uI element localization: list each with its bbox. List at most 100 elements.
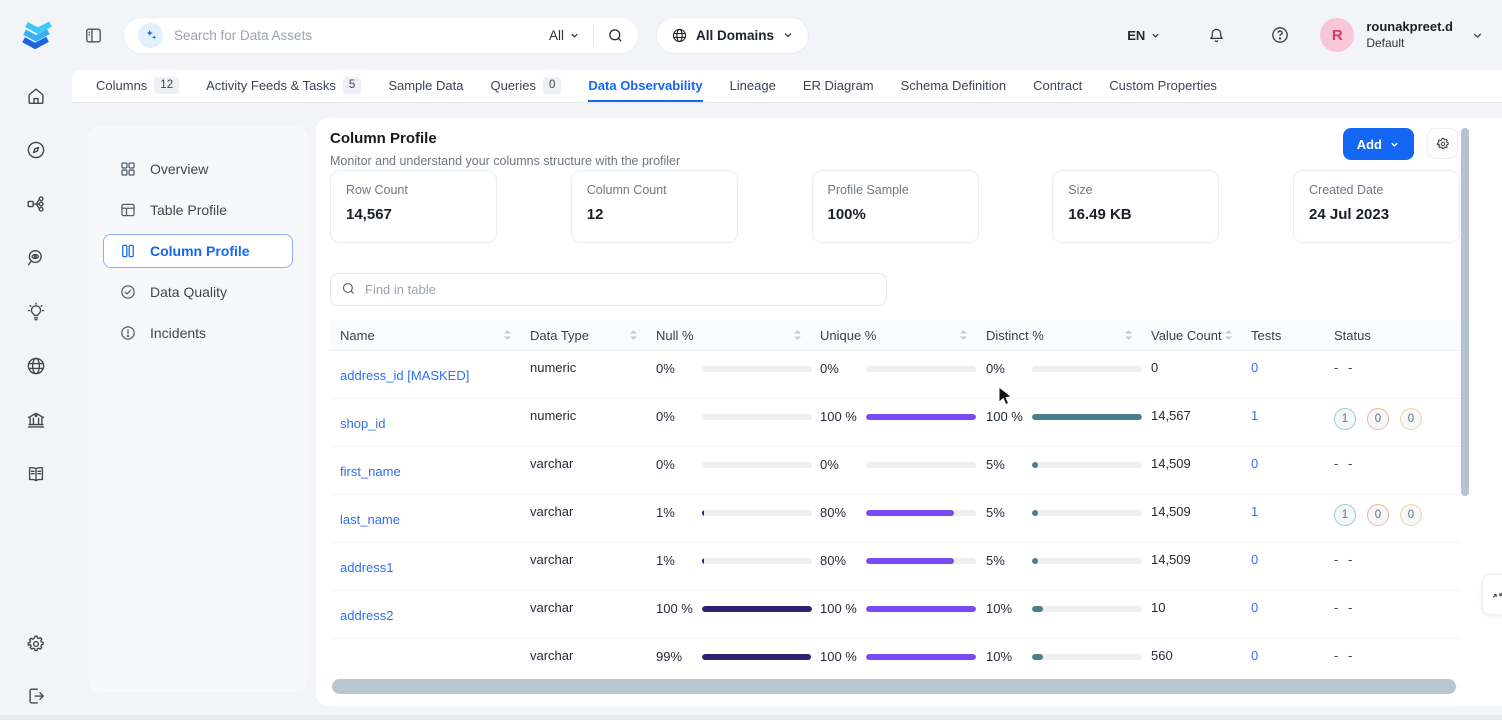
- horizontal-scrollbar[interactable]: [332, 679, 1456, 694]
- search-icon[interactable]: [607, 27, 624, 44]
- tab-queries[interactable]: Queries 0: [490, 70, 562, 102]
- column-header-unique[interactable]: Unique %: [820, 328, 986, 343]
- tests-count-link[interactable]: 0: [1251, 456, 1259, 471]
- status-cell: - -: [1334, 447, 1460, 494]
- sidebar-home-icon[interactable]: [25, 85, 47, 107]
- language-label: EN: [1127, 27, 1146, 43]
- column-header-status[interactable]: Status: [1334, 328, 1460, 343]
- profile-nav-label: Table Profile: [150, 202, 228, 218]
- tab-sample-data[interactable]: Sample Data: [388, 70, 463, 102]
- distinct-percent-cell: 0%: [986, 351, 1151, 398]
- sidebar-insights-bulb-icon[interactable]: [25, 301, 47, 323]
- sort-icon[interactable]: [959, 328, 968, 342]
- column-name-link[interactable]: first_name: [340, 464, 401, 479]
- test-status-badge-orange[interactable]: 0: [1367, 408, 1389, 430]
- test-status-badge-yellow[interactable]: 0: [1400, 408, 1422, 430]
- tests-count-link[interactable]: 0: [1251, 648, 1259, 663]
- user-info[interactable]: rounakpreet.d Default: [1366, 19, 1453, 50]
- percent-bar-fill: [1032, 606, 1043, 612]
- sidebar-toggle-icon[interactable]: [84, 26, 103, 45]
- app-logo-icon[interactable]: [14, 12, 60, 58]
- tab-lineage[interactable]: Lineage: [730, 70, 776, 102]
- test-status-badge-yellow[interactable]: 0: [1400, 504, 1422, 526]
- profile-nav-data-quality[interactable]: Data Quality: [103, 275, 293, 309]
- column-header-name[interactable]: Name: [330, 328, 530, 343]
- sidebar-explore-compass-icon[interactable]: [25, 139, 47, 161]
- status-cell: - -: [1334, 543, 1460, 590]
- tests-count-link[interactable]: 1: [1251, 504, 1259, 519]
- tab-data-observability[interactable]: Data Observability: [588, 70, 703, 102]
- notifications-bell-icon[interactable]: [1207, 26, 1226, 45]
- tests-count-link[interactable]: 1: [1251, 408, 1259, 423]
- tab-custom-properties[interactable]: Custom Properties: [1109, 70, 1217, 102]
- domains-dropdown[interactable]: All Domains: [656, 16, 810, 54]
- ai-sparkle-icon[interactable]: [138, 22, 163, 48]
- help-icon[interactable]: [1270, 25, 1290, 45]
- column-header-label: Tests: [1251, 327, 1282, 343]
- test-status-badge-teal[interactable]: 1: [1334, 504, 1356, 526]
- sort-icon[interactable]: [793, 328, 802, 342]
- sort-icon[interactable]: [629, 328, 638, 342]
- profile-nav-overview[interactable]: Overview: [103, 152, 293, 186]
- null-percent-cell: 0%: [656, 399, 820, 446]
- sidebar-observability-search-eye-icon[interactable]: [25, 247, 47, 269]
- column-name-link[interactable]: last_name: [340, 512, 400, 527]
- test-status-badge-teal[interactable]: 1: [1334, 408, 1356, 430]
- tests-count-link[interactable]: 0: [1251, 360, 1259, 375]
- chevron-down-icon: [784, 33, 792, 38]
- sidebar-lineage-graph-icon[interactable]: [25, 193, 47, 215]
- tab-contract[interactable]: Contract: [1033, 70, 1082, 102]
- test-status-badge-orange[interactable]: 0: [1367, 504, 1389, 526]
- sort-icon[interactable]: [1124, 328, 1133, 342]
- tab-label: Contract: [1033, 77, 1083, 93]
- percent-bar-fill: [1032, 654, 1043, 660]
- tab-activity-feeds-tasks[interactable]: Activity Feeds & Tasks 5: [206, 70, 362, 102]
- sidebar-settings-gear-icon[interactable]: [25, 633, 47, 655]
- sidebar-governance-bank-icon[interactable]: [25, 409, 47, 431]
- name-cell: address1: [330, 543, 530, 590]
- sort-icon[interactable]: [1224, 328, 1233, 342]
- add-button[interactable]: Add: [1342, 128, 1414, 160]
- profile-nav-incidents[interactable]: Incidents: [103, 316, 293, 350]
- stat-value: 16.49 KB: [1068, 206, 1132, 223]
- tests-cell: 0: [1251, 447, 1334, 494]
- profile-nav-column-profile[interactable]: Column Profile: [103, 234, 293, 268]
- profile-nav-table-profile[interactable]: Table Profile: [103, 193, 293, 227]
- language-dropdown[interactable]: EN: [1127, 28, 1161, 43]
- null-percent-cell: 100 %: [656, 591, 820, 638]
- table-row: varchar 99% 100 % 10% 560 0 - -: [330, 639, 1460, 687]
- tab-er-diagram[interactable]: ER Diagram: [803, 70, 874, 102]
- tab-columns[interactable]: Columns 12: [96, 70, 180, 102]
- sort-icon[interactable]: [503, 328, 512, 342]
- tab-schema-definition[interactable]: Schema Definition: [901, 70, 1007, 102]
- value-count-cell: 560: [1151, 648, 1173, 663]
- profiler-settings-button[interactable]: [1427, 128, 1458, 159]
- tests-count-link[interactable]: 0: [1251, 600, 1259, 615]
- column-name-link[interactable]: address2: [340, 608, 394, 623]
- column-name-link[interactable]: shop_id: [340, 416, 386, 431]
- column-header-data-type[interactable]: Data Type: [530, 328, 656, 343]
- column-name-link[interactable]: address1: [340, 560, 394, 575]
- percent-bar-fill: [702, 510, 704, 516]
- column-header-distinct[interactable]: Distinct %: [986, 328, 1151, 343]
- search-input[interactable]: [174, 27, 549, 43]
- sidebar-domains-globe-icon[interactable]: [25, 355, 47, 377]
- sidebar-logout-icon[interactable]: [25, 685, 47, 707]
- vertical-scrollbar[interactable]: [1461, 128, 1469, 496]
- percent-value: 100 %: [656, 601, 693, 616]
- tests-count-link[interactable]: 0: [1251, 552, 1259, 567]
- search-scope-dropdown[interactable]: All: [549, 28, 580, 43]
- column-header-value-count[interactable]: Value Count: [1151, 328, 1251, 343]
- panel-collapse-handle[interactable]: [1482, 574, 1502, 615]
- user-avatar[interactable]: R: [1320, 18, 1355, 52]
- page-content: Overview Table Profile Column Profile Data …: [72, 103, 1502, 720]
- column-name-link[interactable]: address_id [MASKED]: [340, 368, 470, 383]
- column-header-null[interactable]: Null %: [656, 328, 820, 343]
- sidebar-glossary-book-icon[interactable]: [25, 463, 47, 485]
- unique-percent-cell: 80%: [820, 543, 986, 590]
- user-menu-chevron-icon[interactable]: [1471, 29, 1484, 42]
- find-in-table-input[interactable]: [330, 273, 887, 306]
- column-header-tests[interactable]: Tests: [1251, 328, 1334, 343]
- top-navigation-bar: All All Domains EN: [0, 0, 1502, 70]
